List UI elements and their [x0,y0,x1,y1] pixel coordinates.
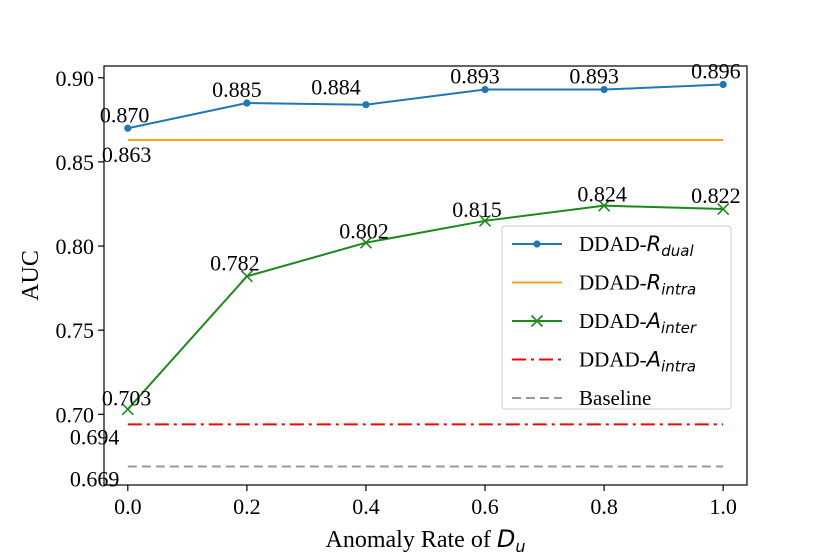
data-point [240,270,253,283]
data-point [362,101,370,109]
legend-label-var: R [647,271,662,295]
legend-label-sub: intra [661,281,696,299]
data-point [598,199,611,212]
data-point [243,99,251,107]
data-label: 0.802 [339,219,389,244]
x-axis-title-text: Anomaly Rate of [326,527,497,553]
legend-box [501,225,732,410]
legend-label-prefix: DDAD- [579,271,647,295]
y-tick-label: 0.75 [56,318,95,343]
data-label: 0.669 [70,466,120,491]
data-label: 0.694 [70,424,120,449]
data-label: 0.822 [691,183,741,208]
x-axis-title: Anomaly Rate of Du [326,525,526,554]
data-labels: 0.870 0.885 0.884 0.893 0.893 0.896 0.863 0.703… [70,59,741,492]
data-point [121,403,134,416]
x-tick-label: 0.8 [590,494,618,519]
data-label: 0.782 [210,250,260,275]
data-point [478,214,492,227]
x-axis-title-sub: u [515,537,525,554]
y-tick-label: 0.80 [56,234,95,259]
legend-label: DDAD-Rdual [579,232,694,260]
legend-label: DDAD-Rintra [579,271,696,299]
legend-label-var: R [647,232,662,256]
legend: DDAD-RdualDDAD-RintraDDAD-AinterDDAD-Ain… [501,225,732,410]
legend-label-var: A [645,348,661,372]
legend-label-prefix: DDAD- [579,232,647,256]
legend-marker [530,314,544,328]
x-axis-title-var: D [497,525,515,553]
data-point [481,85,489,94]
data-point [359,236,373,249]
x-tick-label: 0.0 [114,494,142,519]
y-tick-label: 0.90 [56,66,95,91]
series-line-0 [127,83,724,130]
legend-label: DDAD-Aintra [579,348,696,376]
x-tick-label: 1.0 [709,494,737,519]
legend-label: DDAD-Ainter [579,309,697,337]
legend-label-sub: inter [661,319,697,337]
data-point [719,80,727,89]
data-label: 0.885 [212,77,262,102]
y-tick-label: 0.85 [56,150,95,175]
y-axis-title: AUC [18,250,44,301]
x-tick-label: 0.4 [352,494,380,519]
legend-label: Baseline [579,386,651,410]
series-line-2 [127,204,724,410]
data-label: 0.884 [311,75,361,100]
data-label: 0.870 [100,102,150,127]
legend-label-prefix: DDAD- [579,348,647,372]
plot-frame [103,65,748,486]
legend-label-sub: dual [661,242,694,260]
data-label: 0.824 [577,182,627,207]
y-tick-label: 0.70 [56,402,95,427]
legend-marker [533,240,541,248]
legend-label-prefix: DDAD- [579,309,647,333]
x-tick-label: 0.2 [233,494,261,519]
data-point [717,202,730,216]
data-label: 0.896 [691,59,741,84]
plot-area [121,80,730,468]
axes: 0.0 0.2 0.4 0.6 0.8 1.0 0.70 0.75 0.80 0.85 0.90 An… [18,65,748,554]
legend-label-sub: intra [661,358,696,376]
data-label: 0.863 [102,142,152,167]
data-label: 0.893 [569,64,619,89]
data-point [600,85,608,94]
data-point [124,124,132,132]
data-label: 0.815 [452,197,502,222]
data-label: 0.703 [102,385,152,410]
x-tick-label: 0.6 [471,494,499,519]
legend-label-var: A [645,309,661,333]
legend-label-prefix: Baseline [579,386,651,410]
data-label: 0.893 [450,64,500,89]
